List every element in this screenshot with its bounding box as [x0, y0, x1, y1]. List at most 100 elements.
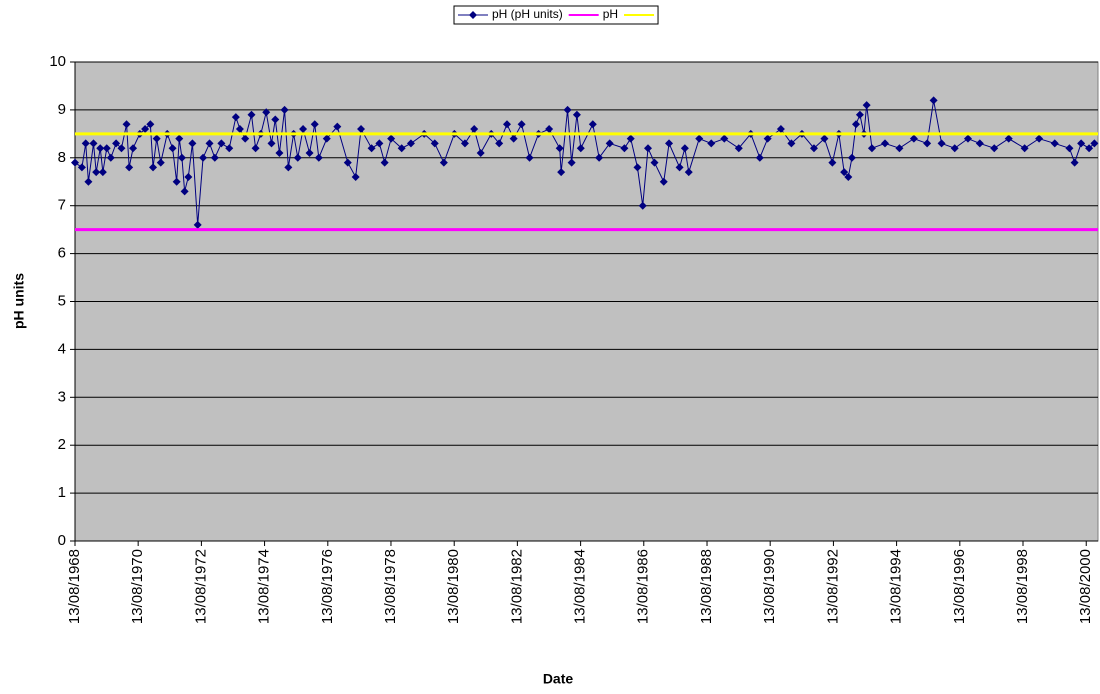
x-axis-label: Date — [543, 671, 574, 687]
data-point — [280, 105, 289, 114]
data-point — [1050, 139, 1059, 148]
data-point — [572, 110, 581, 119]
data-point — [117, 144, 126, 153]
data-point — [71, 158, 79, 167]
data-point — [188, 139, 197, 148]
data-point — [638, 201, 647, 210]
data-point — [275, 149, 284, 158]
data-point — [225, 144, 234, 153]
x-tick-label: 13/08/1976 — [319, 549, 336, 624]
x-tick-label: 13/08/1982 — [508, 549, 525, 624]
y-tick-label: 4 — [58, 340, 66, 357]
data-point — [112, 139, 121, 148]
data-point — [177, 153, 186, 162]
data-point — [106, 153, 115, 162]
data-point — [734, 144, 743, 153]
data-point — [867, 144, 876, 153]
data-point — [680, 144, 689, 153]
data-point — [975, 139, 984, 148]
data-point — [333, 122, 342, 131]
data-point — [184, 172, 193, 181]
data-point — [210, 153, 219, 162]
data-point — [1020, 144, 1029, 153]
data-point — [787, 139, 796, 148]
data-point — [509, 134, 518, 143]
data-point — [929, 96, 938, 105]
data-point — [1077, 139, 1086, 148]
data-point — [820, 134, 829, 143]
data-point — [193, 220, 202, 229]
data-point — [357, 125, 366, 134]
data-point — [675, 163, 684, 172]
data-point — [855, 110, 864, 119]
data-point — [89, 139, 98, 148]
data-point — [460, 139, 469, 148]
data-point — [81, 139, 90, 148]
data-point — [950, 144, 959, 153]
data-point — [343, 158, 352, 167]
data-point — [314, 153, 323, 162]
data-point — [406, 139, 415, 148]
x-tick-label: 13/08/2000 — [1077, 549, 1094, 624]
y-tick-label: 9 — [58, 101, 66, 118]
legend-label: pH — [603, 7, 618, 21]
data-point — [247, 110, 256, 119]
data-point — [305, 149, 314, 158]
x-tick-label: 13/08/1996 — [951, 549, 968, 624]
data-point — [439, 158, 448, 167]
data-point — [755, 153, 764, 162]
data-point — [1070, 158, 1079, 167]
data-point — [563, 105, 572, 114]
data-point — [397, 144, 406, 153]
data-point — [588, 120, 597, 129]
data-point — [828, 158, 837, 167]
x-tick-label: 13/08/1978 — [382, 549, 399, 624]
x-tick-label: 13/08/1970 — [129, 549, 146, 624]
data-point — [141, 125, 150, 134]
data-point — [122, 120, 131, 129]
data-point — [351, 172, 360, 181]
legend: pH (pH units) pH — [453, 5, 659, 25]
data-point — [125, 163, 134, 172]
x-tick-label: 13/08/1998 — [1014, 549, 1031, 624]
data-point — [84, 177, 93, 186]
y-tick-label: 6 — [58, 245, 66, 262]
data-point — [644, 144, 653, 153]
x-tick-label: 13/08/1968 — [66, 549, 83, 624]
data-point — [199, 153, 208, 162]
data-point — [963, 134, 972, 143]
legend-marker — [469, 11, 477, 19]
x-tick-label: 13/08/1980 — [445, 549, 462, 624]
data-point — [525, 153, 534, 162]
data-point — [633, 163, 642, 172]
data-point — [375, 139, 384, 148]
x-tick-label: 13/08/1986 — [635, 549, 652, 624]
data-point — [293, 153, 302, 162]
data-point — [129, 144, 138, 153]
data-point — [322, 134, 331, 143]
data-point — [217, 139, 226, 148]
data-point — [251, 144, 260, 153]
x-tick-label: 13/08/1992 — [824, 549, 841, 624]
data-point — [172, 177, 181, 186]
data-point — [555, 144, 564, 153]
data-point — [990, 144, 999, 153]
data-point — [895, 144, 904, 153]
data-point — [517, 120, 526, 129]
data-point — [620, 144, 629, 153]
data-point — [684, 168, 693, 177]
data-point — [605, 139, 614, 148]
data-point — [235, 125, 244, 134]
y-tick-label: 3 — [58, 388, 66, 405]
data-point — [707, 139, 716, 148]
data-point — [367, 144, 376, 153]
data-point — [909, 134, 918, 143]
data-point — [168, 144, 177, 153]
data-point — [809, 144, 818, 153]
data-point — [665, 139, 674, 148]
data-point — [937, 139, 946, 148]
data-point — [502, 120, 511, 129]
data-point — [923, 139, 932, 148]
data-point — [720, 134, 729, 143]
data-point — [847, 153, 856, 162]
